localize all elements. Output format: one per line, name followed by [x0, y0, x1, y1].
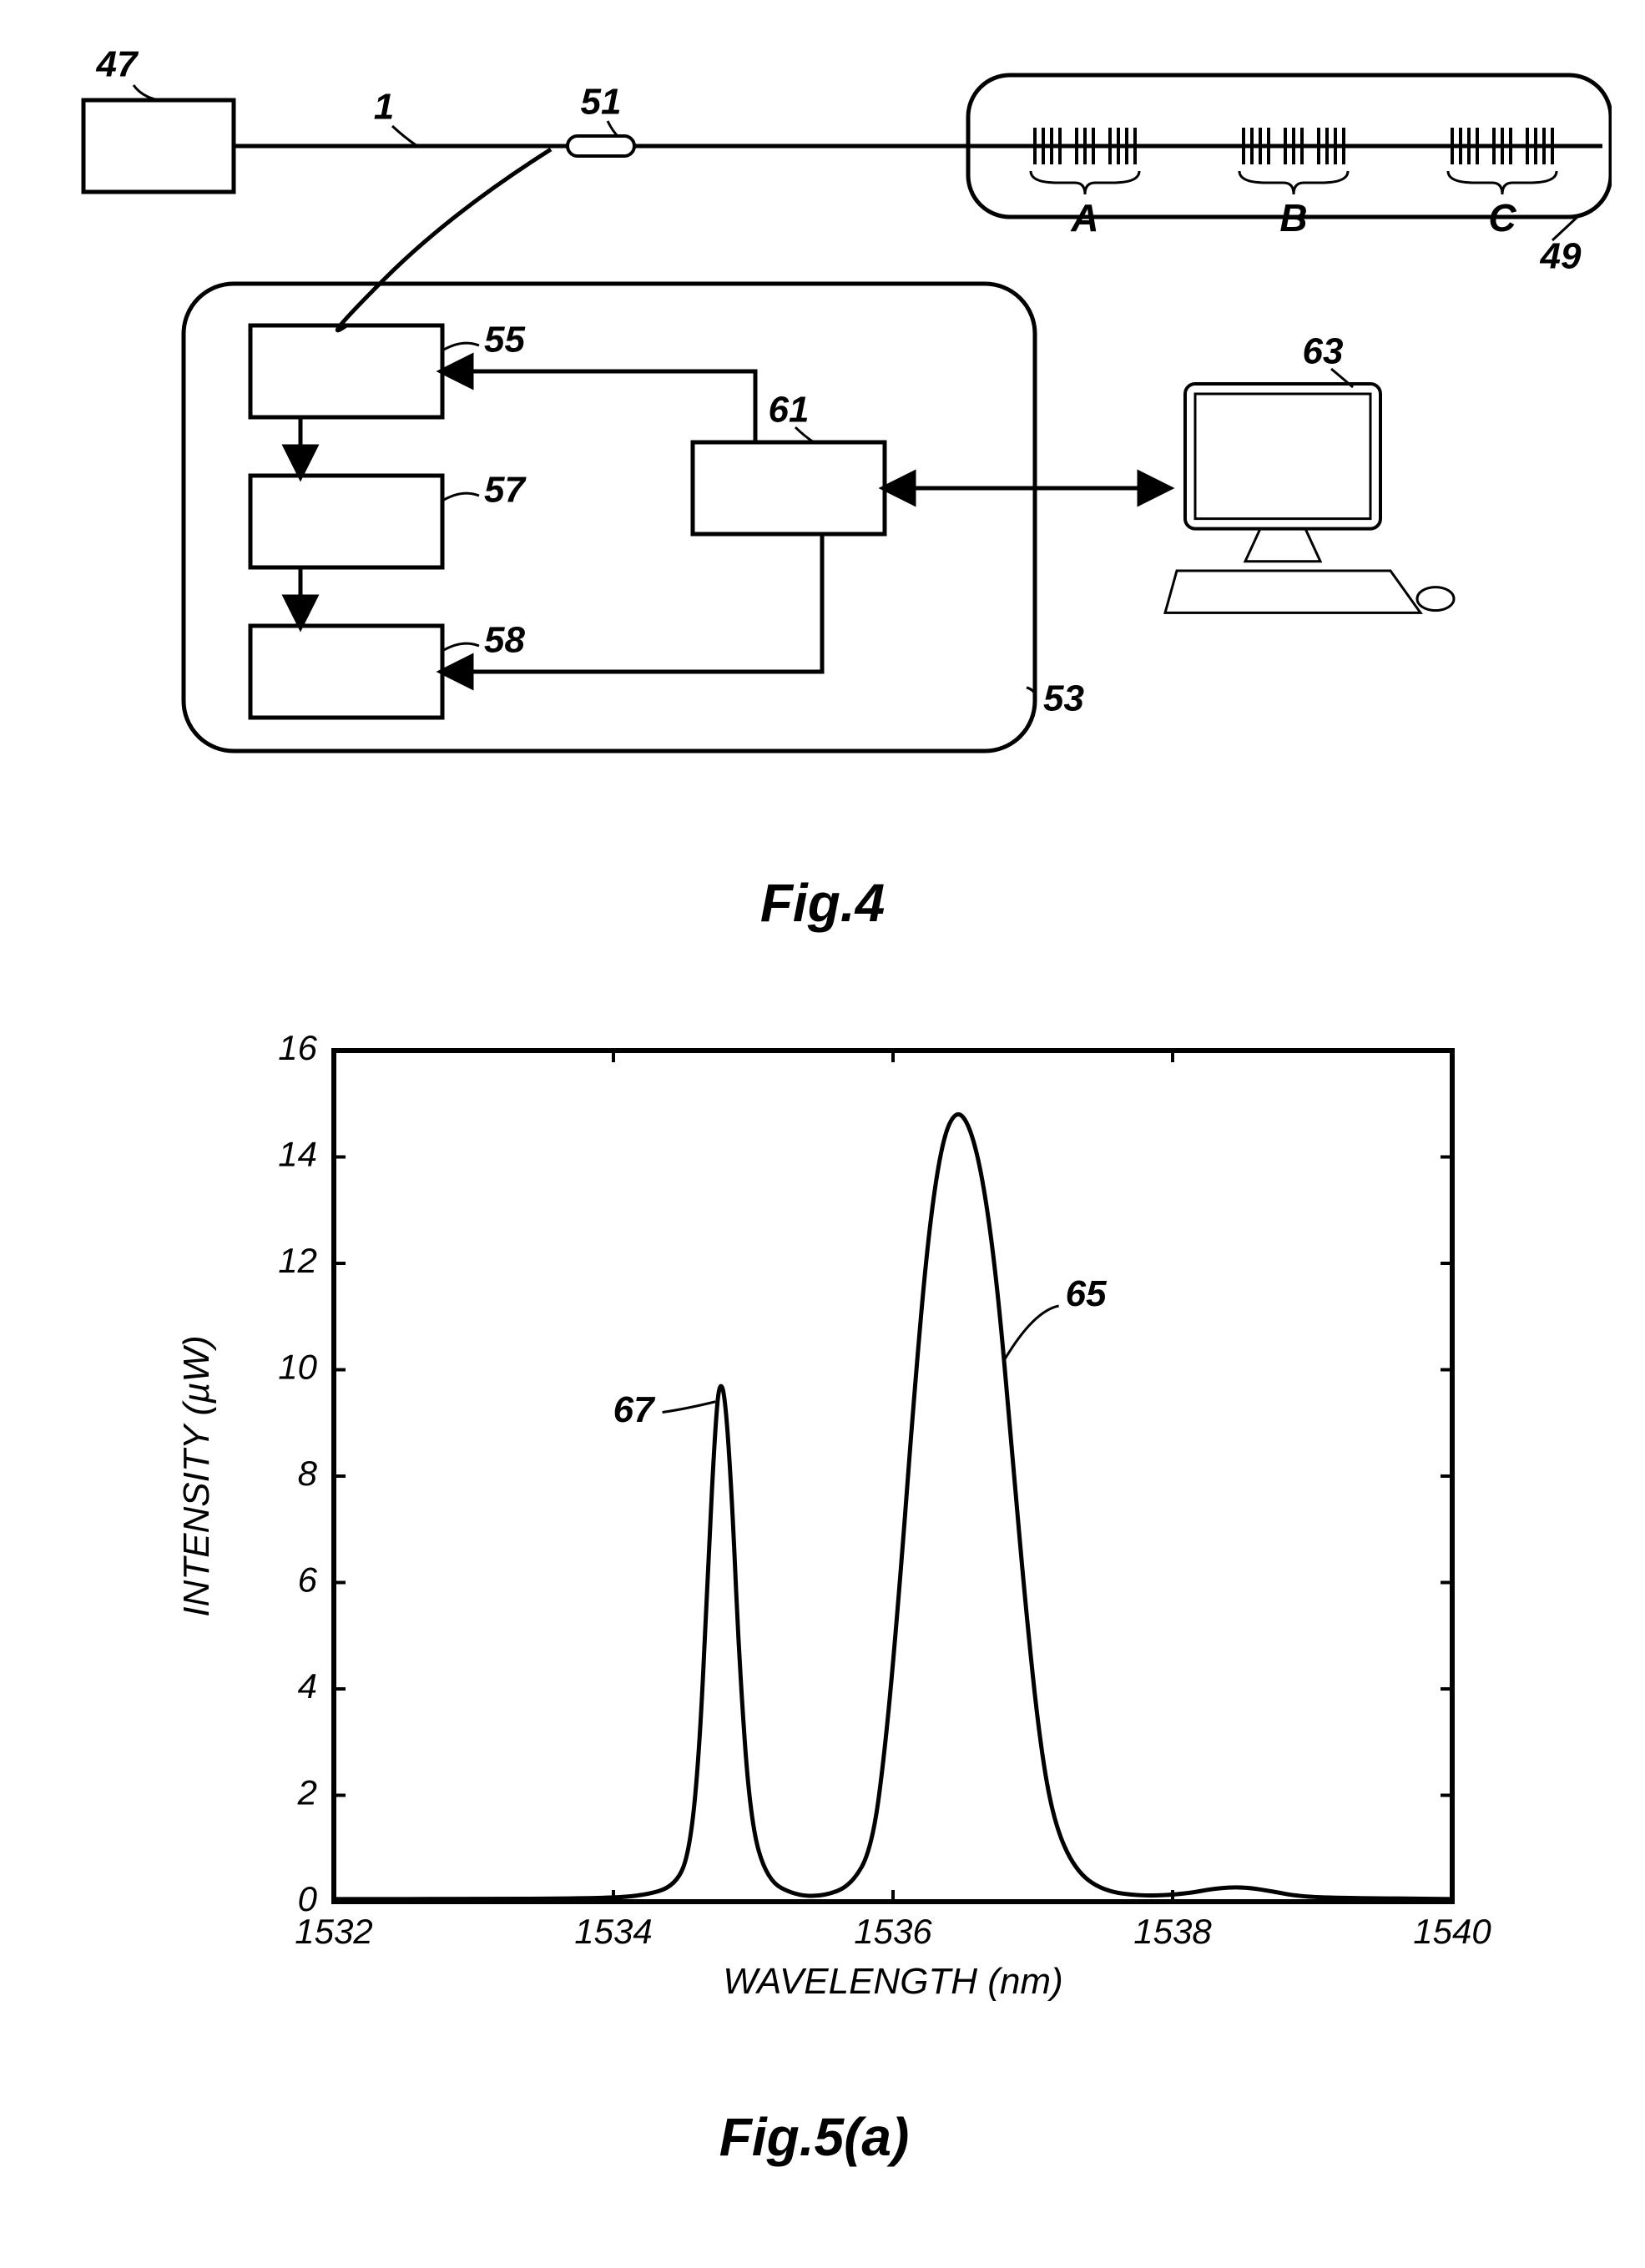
xtick-label: 1540: [1413, 1912, 1491, 1951]
ytick-label: 12: [278, 1241, 317, 1280]
ytick-label: 4: [298, 1666, 317, 1706]
xtick-label: 1536: [854, 1912, 932, 1951]
ytick-label: 2: [297, 1773, 317, 1812]
y-axis-label: INTENSITY (µW): [176, 1335, 217, 1616]
grating-label-C: C: [1488, 196, 1516, 239]
ref-55: 55: [484, 320, 525, 360]
ref-53: 53: [1043, 678, 1084, 719]
ref-49: 49: [1540, 236, 1582, 277]
fig4-label: Fig.4: [33, 872, 1612, 934]
ytick-label: 16: [278, 1028, 317, 1067]
ref-51: 51: [581, 82, 622, 123]
ref-57: 57: [484, 470, 527, 511]
xtick-label: 1538: [1133, 1912, 1212, 1951]
ref-65: 65: [1066, 1273, 1107, 1314]
fig5a-chart: 024681012141615321534153615381540WAVELEN…: [100, 1000, 1552, 2102]
plot-frame: [334, 1051, 1452, 1902]
ref-58: 58: [484, 620, 525, 661]
ref-1: 1: [374, 87, 394, 128]
ytick-label: 6: [298, 1560, 318, 1600]
figure-5a: 024681012141615321534153615381540WAVELEN…: [100, 1000, 1612, 2168]
ytick-label: 8: [298, 1454, 318, 1493]
ref-61: 61: [769, 390, 810, 431]
xtick-label: 1532: [295, 1912, 372, 1951]
coupler: [568, 136, 634, 156]
xtick-label: 1534: [574, 1912, 652, 1951]
figure-4: 47 1 51 49 A B C 53 55 57 58 61 63 Fig.4: [33, 33, 1612, 934]
x-axis-label: WAVELENGTH (nm): [723, 1961, 1062, 2002]
ref-47: 47: [96, 44, 139, 85]
ref-67: 67: [613, 1389, 656, 1430]
ytick-label: 14: [278, 1135, 317, 1174]
grating-label-B: B: [1279, 196, 1307, 239]
grating-label-A: A: [1070, 196, 1098, 239]
ref-63: 63: [1303, 331, 1344, 372]
computer-icon: [1185, 384, 1380, 529]
fig5a-label: Fig.5(a): [17, 2106, 1612, 2168]
fig4-diagram: 47 1 51 49 A B C 53 55 57 58 61 63: [33, 33, 1612, 868]
ytick-label: 10: [278, 1348, 317, 1387]
